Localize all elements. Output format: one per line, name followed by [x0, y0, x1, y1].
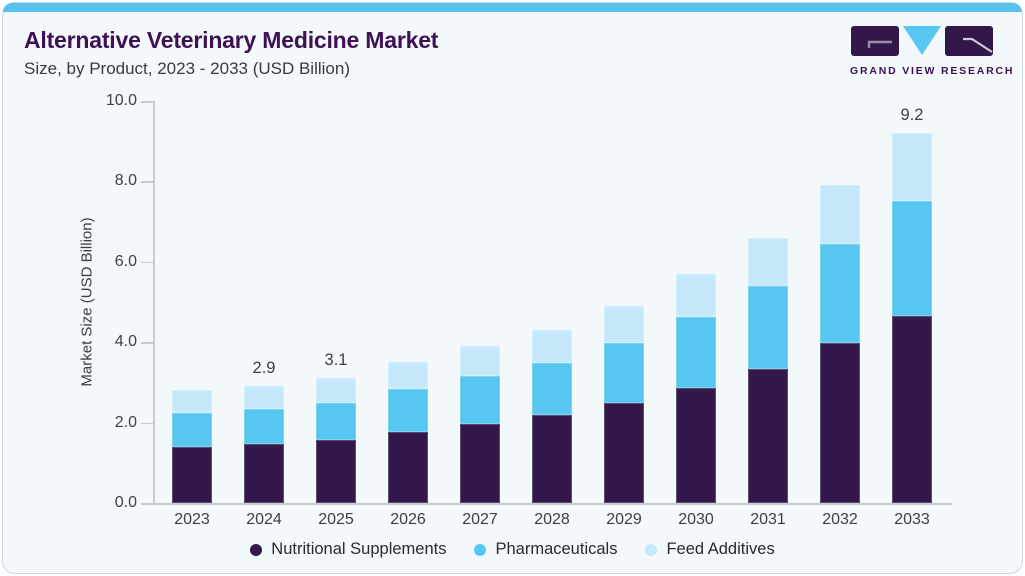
bar-2027-feed-additives	[460, 346, 500, 376]
x-axis-label-2026: 2026	[390, 511, 426, 528]
y-tick-mark	[141, 261, 153, 264]
bar-2025-nutritional-supplements	[316, 439, 356, 503]
bar-2027-nutritional-supplements	[460, 423, 500, 503]
bar-2025-pharmaceuticals	[316, 402, 356, 440]
bar-2029-nutritional-supplements	[604, 403, 644, 503]
y-tick-mark	[141, 422, 153, 425]
bar-total-label-2025: 3.1	[324, 351, 348, 370]
bar-2028-feed-additives	[532, 330, 572, 363]
x-axis-line	[141, 503, 952, 505]
bar-2031-feed-additives	[748, 237, 788, 287]
legend-label: Feed Additives	[666, 540, 775, 558]
y-tick-mark	[141, 342, 153, 344]
legend-item-pharmaceuticals: Pharmaceuticals	[474, 540, 617, 559]
bar-2026-pharmaceuticals	[388, 389, 428, 432]
legend-label: Pharmaceuticals	[495, 540, 618, 558]
bar-total-label-2033: 9.2	[900, 106, 924, 125]
bar-2028-nutritional-supplements	[532, 415, 572, 503]
x-axis-label-2024: 2024	[246, 511, 282, 528]
bar-2032-nutritional-supplements	[820, 342, 860, 503]
bar-2027-pharmaceuticals	[460, 375, 500, 424]
bar-2023-nutritional-supplements	[172, 446, 212, 503]
grand-view-research-logo: GRAND VIEW RESEARCH	[850, 26, 1015, 77]
legend-dot-icon	[474, 543, 487, 556]
bar-2033-pharmaceuticals	[892, 200, 932, 317]
legend-label: Nutritional Supplements	[271, 540, 447, 558]
gvr-logo-icon	[851, 26, 993, 56]
page-title: Alternative Veterinary Medicine Market	[24, 27, 439, 53]
bar-total-label-2024: 2.9	[252, 359, 276, 378]
bar-2033-feed-additives	[892, 133, 932, 201]
bar-2028-pharmaceuticals	[532, 362, 572, 416]
x-axis-label-2030: 2030	[678, 511, 714, 528]
bar-2026-nutritional-supplements	[388, 431, 428, 503]
x-axis-label-2025: 2025	[318, 511, 354, 528]
chart-legend: Nutritional Supplements Pharmaceuticals Fe…	[3, 540, 1022, 559]
legend-dot-icon	[645, 543, 658, 556]
y-axis-title: Market Size (USD Billion)	[78, 217, 96, 387]
bar-2030-nutritional-supplements	[676, 387, 716, 503]
page-subtitle: Size, by Product, 2023 - 2033 (USD Billi…	[24, 59, 350, 78]
y-tick-mark	[141, 101, 153, 103]
y-axis-line	[153, 101, 155, 504]
y-tick-label: 6.0	[114, 252, 137, 270]
gvr-logo-text: GRAND VIEW RESEARCH	[850, 65, 1015, 77]
x-axis-label-2029: 2029	[606, 511, 642, 528]
card-top-accent-bar	[3, 3, 1022, 12]
bar-2023-pharmaceuticals	[172, 412, 212, 447]
bar-2025-feed-additives	[316, 378, 356, 403]
x-axis-label-2032: 2032	[822, 511, 858, 528]
y-tick-label: 10.0	[105, 92, 137, 109]
chart-header: Alternative Veterinary Medicine Market S…	[24, 27, 438, 79]
bar-2032-pharmaceuticals	[820, 244, 860, 343]
y-tick-label: 0.0	[114, 494, 137, 511]
y-tick-label: 2.0	[114, 413, 137, 431]
x-axis-label-2027: 2027	[462, 511, 498, 528]
legend-item-nutritional-supplements: Nutritional Supplements	[250, 540, 446, 559]
y-tick-mark	[141, 181, 153, 183]
bar-2029-feed-additives	[604, 306, 644, 343]
legend-dot-icon	[250, 543, 263, 556]
bar-2032-feed-additives	[820, 185, 860, 245]
x-axis-label-2031: 2031	[750, 511, 786, 528]
bar-2030-pharmaceuticals	[676, 316, 716, 388]
bar-2030-feed-additives	[676, 273, 716, 317]
legend-item-feed-additives: Feed Additives	[645, 540, 775, 559]
x-axis-label-2033: 2033	[894, 511, 930, 528]
bar-2029-pharmaceuticals	[604, 343, 644, 404]
bar-2033-nutritional-supplements	[892, 316, 932, 503]
bar-2031-pharmaceuticals	[748, 286, 788, 370]
x-axis-label-2028: 2028	[534, 511, 570, 528]
bar-2026-feed-additives	[388, 362, 428, 390]
bar-2024-nutritional-supplements	[244, 443, 284, 503]
bar-2031-nutritional-supplements	[748, 369, 788, 503]
y-tick-label: 4.0	[114, 333, 137, 351]
bar-2024-feed-additives	[244, 386, 284, 409]
bar-2024-pharmaceuticals	[244, 408, 284, 444]
y-tick-label: 8.0	[114, 172, 137, 190]
x-axis-label-2023: 2023	[174, 511, 210, 528]
bar-2023-feed-additives	[172, 390, 212, 413]
